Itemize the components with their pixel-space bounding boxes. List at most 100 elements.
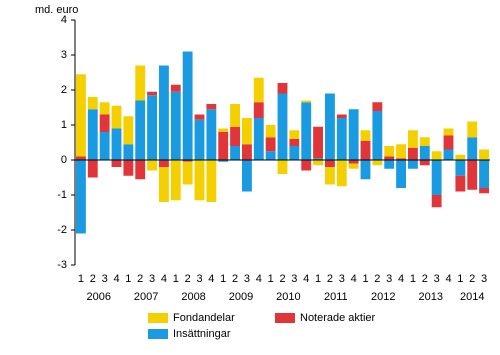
legend-swatch [148, 329, 168, 339]
x-tick-label: 3 [481, 273, 487, 285]
bar-segment [182, 161, 193, 185]
year-label: 2009 [229, 291, 253, 303]
year-label: 2011 [324, 291, 348, 303]
bar-segment [242, 160, 252, 192]
bar-segment [289, 146, 300, 160]
x-tick-label: 3 [149, 273, 155, 285]
x-tick-label: 3 [291, 273, 297, 285]
bar-segment [76, 74, 86, 157]
bar-segment [372, 160, 383, 166]
year-label: 2013 [418, 291, 442, 303]
bar-segment [336, 160, 347, 187]
year-label: 2014 [460, 291, 484, 303]
bar-segment [206, 160, 217, 202]
bar-segment [99, 102, 110, 115]
bar-segment [253, 118, 264, 160]
bar-segment [135, 100, 146, 160]
year-label: 2012 [371, 291, 395, 303]
x-tick-label: 4 [208, 273, 214, 285]
year-label: 2008 [181, 291, 205, 303]
bar-segment [419, 146, 430, 160]
bar-segment [325, 93, 335, 160]
bar-segment [277, 83, 288, 94]
x-tick-label: 2 [90, 273, 96, 285]
y-tick-label: 2 [61, 84, 67, 96]
x-tick-label: 3 [339, 273, 345, 285]
legend-swatch [275, 313, 295, 323]
y-tick-label: 3 [61, 49, 67, 61]
bar-segment [218, 128, 229, 132]
bar-segment [301, 102, 312, 160]
x-tick-label: 4 [256, 273, 262, 285]
bar-segment [135, 160, 146, 180]
y-tick-label: -2 [57, 224, 67, 236]
x-tick-label: 2 [469, 273, 475, 285]
legend-label: Fondandelar [173, 312, 235, 324]
bar-segment [230, 126, 240, 146]
bar-segment [194, 119, 205, 160]
legend-label: Insättningar [173, 328, 231, 340]
bar-segment [159, 167, 169, 202]
x-tick-label: 2 [185, 273, 191, 285]
bar-segment [360, 130, 371, 141]
bar-segment [479, 149, 489, 160]
bar-segment [325, 167, 335, 185]
bar-segment [123, 160, 134, 176]
bar-segment [372, 102, 383, 111]
y-tick-label: -3 [57, 259, 67, 271]
x-tick-label: 2 [137, 273, 143, 285]
bar-segment [123, 144, 134, 160]
y-tick-label: 1 [61, 119, 67, 131]
bar-segment [242, 144, 252, 160]
bar-segment [419, 160, 430, 166]
bar-segment [277, 160, 288, 174]
bar-segment [384, 160, 395, 169]
bar-segment [111, 160, 122, 167]
bar-segment [467, 160, 478, 190]
bar-segment [455, 160, 466, 176]
legend-swatch [148, 313, 168, 323]
bar-segment [182, 51, 193, 160]
year-label: 2006 [86, 291, 110, 303]
x-tick-label: 1 [457, 273, 463, 285]
bar-segment [265, 151, 276, 160]
bar-segment [218, 132, 229, 160]
bar-segment [87, 97, 98, 110]
year-label: 2007 [134, 291, 158, 303]
bar-segment [289, 139, 300, 146]
year-label: 2010 [276, 291, 300, 303]
bar-segment [396, 144, 406, 159]
bar-segment [384, 156, 395, 160]
bar-segment [289, 130, 300, 139]
bar-segment [206, 109, 217, 160]
x-tick-label: 3 [244, 273, 250, 285]
bar-segment [408, 160, 418, 169]
bar-segment [218, 160, 229, 162]
bar-segment [348, 160, 359, 164]
bar-segment [360, 160, 371, 180]
x-tick-label: 4 [398, 273, 404, 285]
y-axis-label: md. euro [35, 4, 78, 16]
bar-segment [87, 160, 98, 178]
x-tick-label: 3 [386, 273, 392, 285]
x-tick-label: 1 [220, 273, 226, 285]
bar-segment [147, 95, 157, 160]
bar-segment [159, 160, 169, 167]
bar-segment [242, 118, 252, 145]
bar-segment [277, 93, 288, 160]
bar-segment [230, 104, 240, 127]
bar-segment [265, 125, 276, 138]
bar-segment [159, 65, 169, 160]
bar-segment [99, 132, 110, 160]
x-tick-label: 1 [362, 273, 368, 285]
bar-segment [301, 160, 312, 171]
bar-segment [443, 149, 454, 160]
y-tick-label: 4 [61, 14, 67, 26]
bar-segment [182, 160, 193, 162]
bar-segment [313, 126, 323, 159]
bar-segment [99, 114, 110, 132]
bar-segment [76, 160, 86, 234]
bar-segment [87, 109, 98, 160]
x-tick-label: 2 [422, 273, 428, 285]
bar-segment [253, 77, 264, 103]
